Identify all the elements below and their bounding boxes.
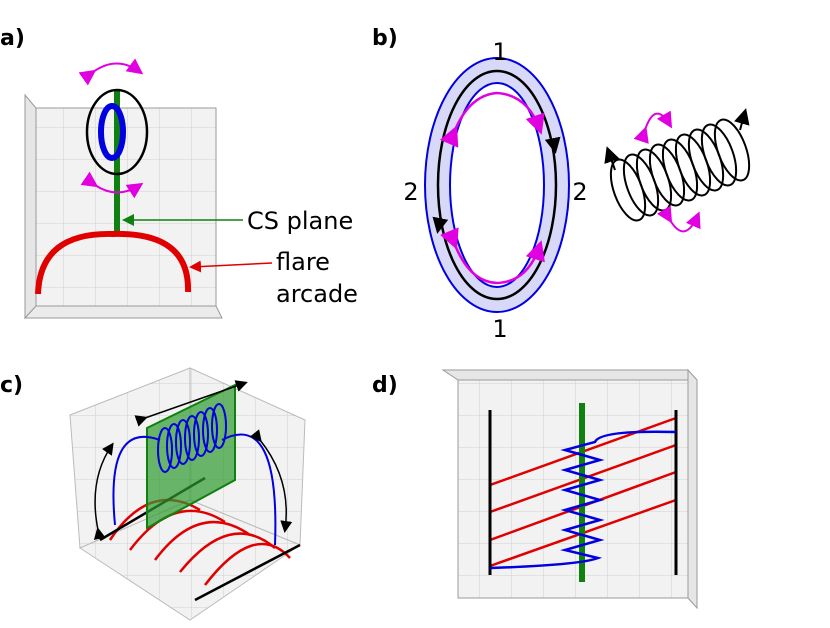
motion-arrow: [93, 442, 114, 541]
coil: [609, 118, 751, 222]
panel-c: c): [0, 367, 306, 621]
direction-arrow: [544, 136, 561, 154]
annotation: CS plane: [247, 207, 353, 235]
field-line: [436, 69, 558, 301]
rotation-arrow: [633, 110, 673, 144]
ring-label: 1: [492, 38, 507, 66]
ring-label: 1: [492, 315, 507, 343]
flow-arrow: [439, 91, 545, 148]
annotation: flare: [276, 248, 330, 276]
panel-label: d): [372, 373, 398, 398]
flow-arrow: [440, 227, 545, 285]
panel-label: c): [0, 373, 23, 398]
side-wall: [687, 368, 698, 610]
side-wall: [24, 93, 37, 320]
top-wall: [441, 369, 689, 381]
rotation-arrow: [80, 171, 144, 199]
panel-label: b): [372, 26, 398, 51]
floor: [23, 305, 223, 319]
flux-rope-core: [98, 103, 126, 161]
flare-arcade: [35, 230, 192, 295]
rotation-arrow: [78, 58, 144, 86]
rotation-arrow: [656, 205, 701, 233]
pointer: [189, 260, 273, 273]
ring-label: 2: [403, 178, 418, 206]
direction-arrow: [604, 146, 620, 171]
panel-a: a) CS plane flare arcade: [0, 26, 358, 320]
direction-arrow: [432, 216, 449, 234]
panel-b: b) 1 2 2 1: [372, 26, 751, 343]
footpoint-line: [194, 543, 301, 602]
direction-arrow: [734, 108, 750, 131]
motion-arrow: [249, 429, 293, 533]
ring-label: 2: [572, 178, 587, 206]
panel-d: d): [372, 368, 698, 610]
panel-label: a): [0, 26, 25, 51]
annotation: arcade: [276, 280, 358, 308]
helical-field-line: [489, 430, 677, 570]
motion-arrow: [134, 380, 248, 427]
